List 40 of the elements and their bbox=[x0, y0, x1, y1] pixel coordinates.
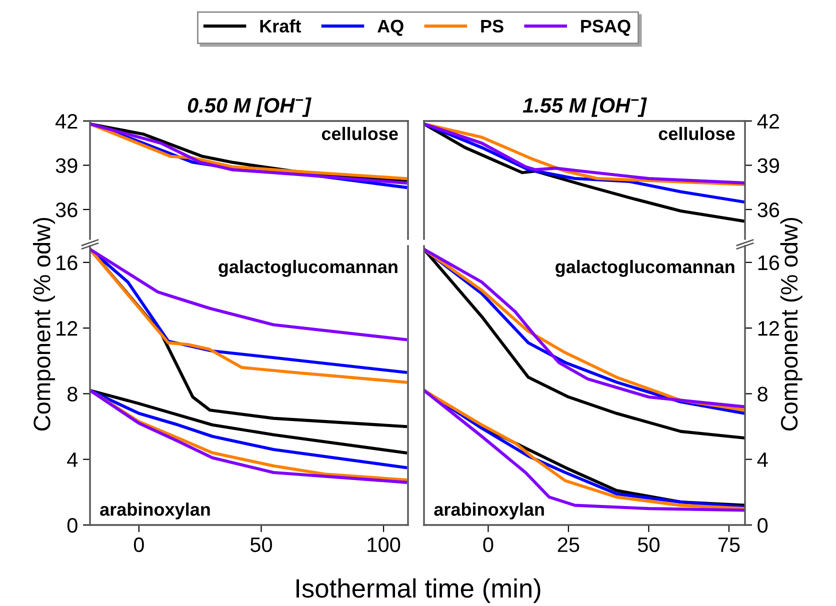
y-tick-label: 42 bbox=[56, 114, 78, 129]
legend-label: PS bbox=[481, 20, 504, 33]
y-axis-title: Component (% odw) bbox=[780, 218, 802, 431]
legend-label: AQ bbox=[378, 20, 404, 36]
y-tick-label: 8 bbox=[758, 386, 768, 402]
annotation: arabinoxylan bbox=[100, 502, 210, 520]
y-tick-label: 12 bbox=[56, 321, 78, 336]
y-tick-label: 16 bbox=[758, 255, 780, 270]
x-tick-label: 100 bbox=[368, 537, 400, 552]
annotation: galactoglucomannan bbox=[556, 260, 734, 277]
x-tick-label: 75 bbox=[718, 538, 740, 552]
legend-label: PSAQ bbox=[581, 20, 630, 36]
chart-title: 1.55 M [OH$^{−}$] bbox=[522, 97, 647, 117]
chart-title: 0.50 M [OH$^{−}$] bbox=[188, 97, 312, 117]
annotation: arabinoxylan bbox=[434, 502, 544, 520]
line-series bbox=[90, 388, 408, 454]
y-tick-label: 39 bbox=[56, 158, 78, 174]
x-tick-label: 50 bbox=[250, 537, 272, 552]
y-tick-label: 0 bbox=[758, 518, 768, 533]
y-tick-label: 12 bbox=[758, 321, 779, 336]
y-tick-label: 4 bbox=[67, 452, 78, 467]
y-axis-title: Component (% odw) bbox=[33, 218, 56, 431]
x-tick-label: 25 bbox=[558, 537, 580, 552]
legend-label: Kraft bbox=[260, 19, 302, 33]
x-axis-title: Isothermal time (min) bbox=[296, 578, 540, 603]
y-tick-label: 36 bbox=[758, 202, 780, 218]
y-tick-label: 8 bbox=[68, 386, 78, 402]
y-tick-label: 0 bbox=[67, 518, 78, 533]
line-series bbox=[90, 248, 408, 342]
x-tick-label: 50 bbox=[638, 537, 660, 552]
annotation: galactoglucomannan bbox=[218, 260, 398, 277]
x-tick-label: 0 bbox=[134, 537, 144, 552]
y-tick-label: 16 bbox=[56, 255, 78, 270]
x-tick-label: 0 bbox=[483, 537, 494, 552]
annotation: cellulose bbox=[658, 126, 735, 140]
y-tick-label: 4 bbox=[757, 452, 768, 467]
y-tick-label: 36 bbox=[56, 202, 78, 218]
y-tick-label: 39 bbox=[758, 158, 779, 174]
y-tick-label: 42 bbox=[757, 114, 779, 129]
annotation: cellulose bbox=[322, 126, 398, 140]
